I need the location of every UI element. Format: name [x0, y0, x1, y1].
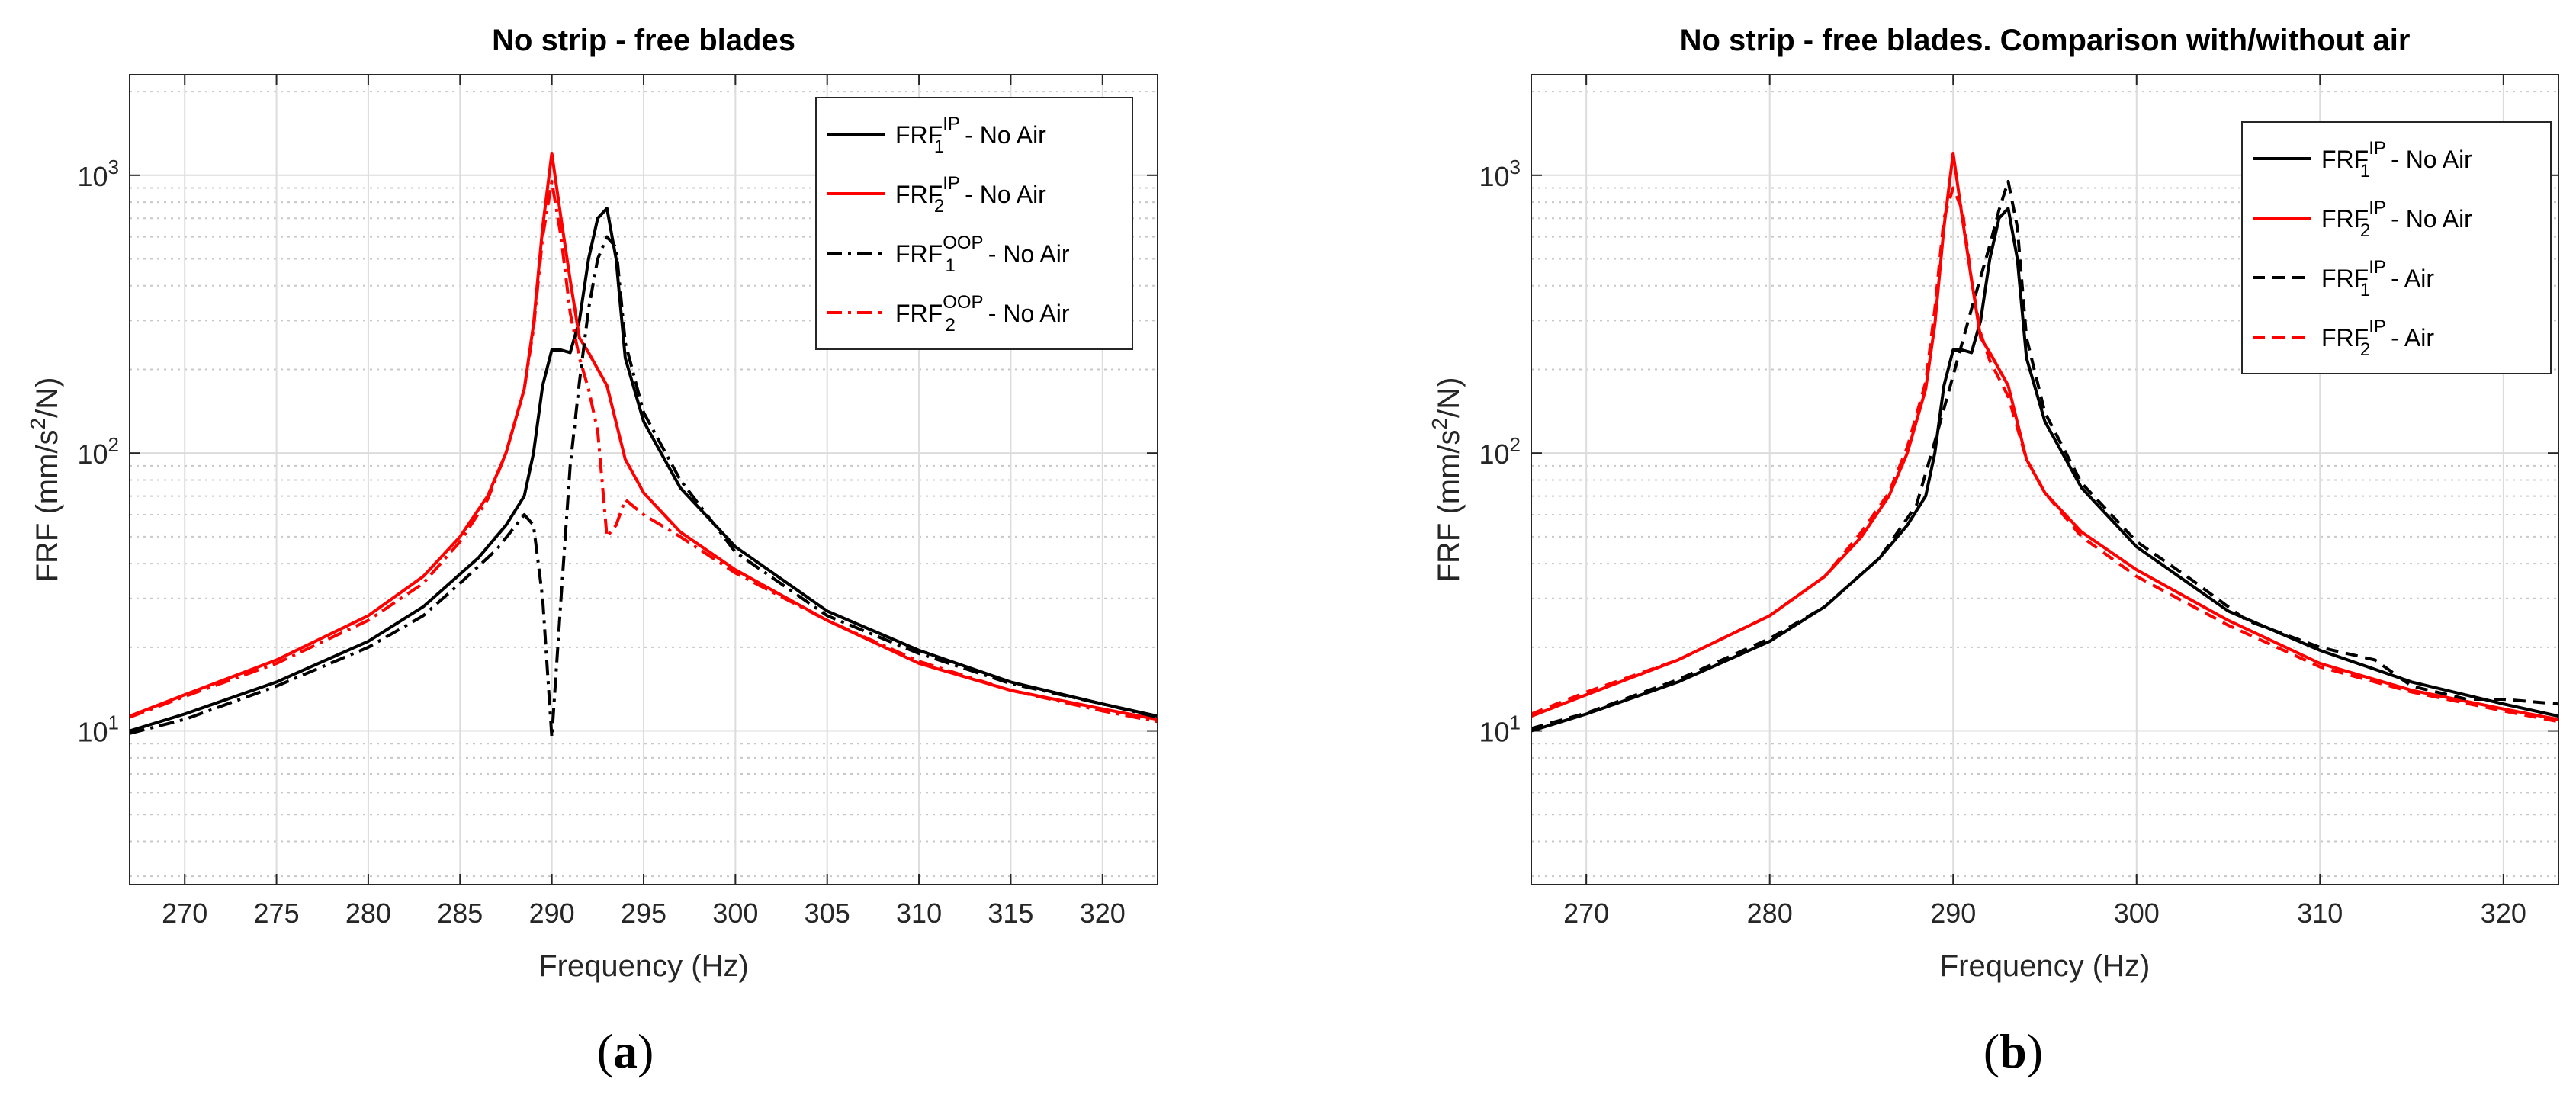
y-tick-label: 103 — [77, 156, 119, 192]
x-tick-label: 280 — [1747, 898, 1793, 929]
x-tick-label: 305 — [805, 898, 850, 929]
axes-box — [129, 74, 1158, 885]
legend-entry: FRFIP 2 - Air — [2321, 316, 2434, 360]
grid — [130, 75, 1158, 885]
grid — [1531, 75, 2558, 885]
legend-entry: FRFOOP 2 - No Air — [895, 292, 1070, 336]
panel-caption: (b) — [1983, 1024, 2043, 1078]
x-tick-label: 320 — [2481, 898, 2526, 929]
series-line — [130, 207, 1158, 733]
series-group — [1531, 152, 2558, 733]
x-tick-label: 300 — [712, 898, 758, 929]
x-tick-label: 270 — [162, 898, 207, 929]
legend-box — [815, 97, 1133, 350]
y-axis-label: FRF (mm/s2/N) — [26, 377, 64, 583]
legend-entry: FRFIP 2 - No Air — [895, 173, 1046, 217]
y-tick-label: 101 — [77, 711, 119, 748]
legend-entry: FRFOOP 1 - No Air — [895, 233, 1070, 276]
series-line — [1531, 186, 2558, 724]
legend: FRFIP 1 - No Air FRFIP 2 - No Air FRFIP 1 - A… — [2241, 121, 2552, 374]
axes-box — [1531, 74, 2559, 885]
x-tick-label: 300 — [2114, 898, 2160, 929]
y-tick-label: 103 — [1479, 156, 1521, 192]
y-tick-label: 102 — [77, 433, 119, 470]
x-axis-label: Frequency (Hz) — [1940, 949, 2150, 983]
series-line — [1531, 179, 2558, 731]
panel-b: 101 102 103 270 280 290 300 310 320 No strip - fr… — [1428, 24, 2559, 1078]
x-tick-label: 310 — [896, 898, 942, 929]
series-line — [1531, 152, 2558, 721]
x-tick-label: 275 — [254, 898, 300, 929]
legend-box — [2241, 121, 2552, 374]
y-axis-label: FRF (mm/s2/N) — [1428, 377, 1466, 583]
chart-title: No strip - free blades. Comparison with/… — [1680, 24, 2411, 57]
legend-entry: FRFIP 1 - No Air — [2321, 138, 2472, 181]
legend-entry: FRFIP 2 - No Air — [2321, 197, 2472, 241]
panel-a: 101 102 103 270 275 280 285 290 295 300 305 310 315 3… — [26, 24, 1158, 1078]
x-tick-label: 290 — [1930, 898, 1976, 929]
x-tick-label: 310 — [2297, 898, 2343, 929]
series-line — [130, 179, 1158, 724]
series-line — [130, 235, 1158, 739]
x-tick-label: 295 — [621, 898, 666, 929]
series-group — [130, 152, 1158, 739]
x-axis-label: Frequency (Hz) — [538, 949, 749, 983]
chart-title: No strip - free blades — [492, 24, 795, 57]
x-tick-label: 280 — [345, 898, 391, 929]
x-tick-label: 270 — [1563, 898, 1609, 929]
y-tick-label: 101 — [1479, 711, 1521, 748]
panel-caption: (a) — [597, 1024, 654, 1078]
legend-entry: FRFIP 1 - Air — [2321, 257, 2434, 300]
x-tick-label: 320 — [1080, 898, 1126, 929]
legend: FRFIP 1 - No Air FRFIP 2 - No Air FRFOOP 1 - … — [815, 97, 1133, 350]
x-tick-label: 285 — [437, 898, 483, 929]
legend-entry: FRFIP 1 - No Air — [895, 114, 1046, 157]
x-tick-label: 290 — [529, 898, 575, 929]
y-tick-label: 102 — [1479, 433, 1521, 470]
x-tick-label: 315 — [988, 898, 1033, 929]
